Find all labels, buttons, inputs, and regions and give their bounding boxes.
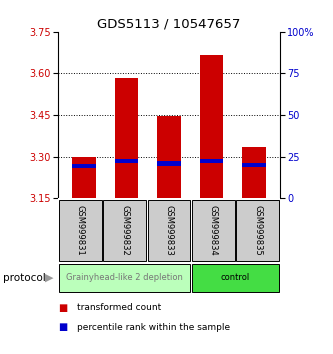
Bar [192, 200, 234, 261]
Bar [148, 200, 190, 261]
Text: GSM999834: GSM999834 [209, 205, 218, 256]
Text: GSM999833: GSM999833 [165, 205, 173, 256]
Bar [115, 159, 138, 163]
Text: ▶: ▶ [45, 273, 54, 283]
Text: percentile rank within the sample: percentile rank within the sample [77, 323, 230, 332]
Bar [192, 263, 279, 292]
Bar [242, 163, 266, 167]
Bar [59, 263, 190, 292]
Title: GDS5113 / 10547657: GDS5113 / 10547657 [97, 18, 241, 31]
Bar [104, 200, 146, 261]
Text: transformed count: transformed count [77, 303, 161, 313]
Bar [59, 200, 102, 261]
Text: GSM999832: GSM999832 [120, 205, 129, 256]
Bar [157, 161, 181, 166]
Bar [200, 159, 223, 163]
Bar [157, 116, 181, 198]
Text: control: control [221, 273, 250, 282]
Text: Grainyhead-like 2 depletion: Grainyhead-like 2 depletion [66, 273, 183, 282]
Text: ■: ■ [58, 303, 68, 313]
Text: GSM999835: GSM999835 [253, 205, 262, 256]
Bar [72, 157, 96, 198]
Text: GSM999831: GSM999831 [76, 205, 85, 256]
Bar [72, 164, 96, 169]
Bar [242, 147, 266, 198]
Bar [236, 200, 279, 261]
Bar [200, 56, 223, 198]
Text: ■: ■ [58, 322, 68, 332]
Bar [115, 78, 138, 198]
Text: protocol: protocol [3, 273, 46, 283]
